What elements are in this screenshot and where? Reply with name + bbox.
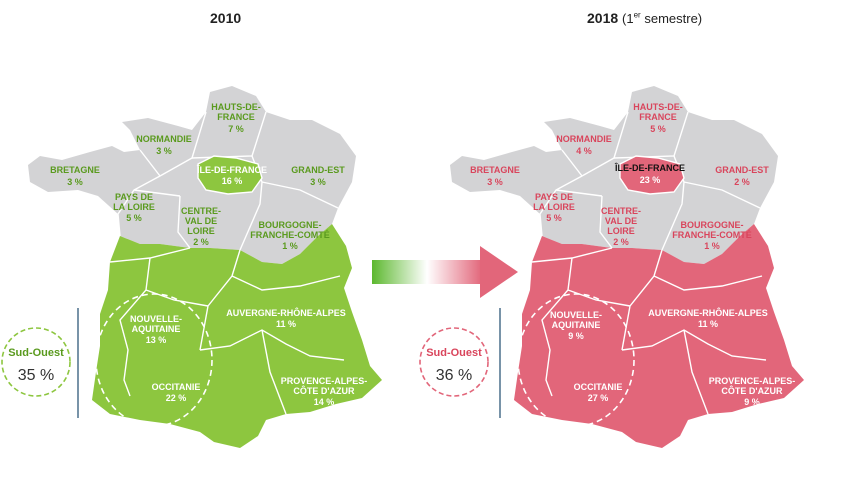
sud-ouest-value: 35 % (18, 367, 54, 384)
label-occ: OCCITANIE (152, 382, 201, 392)
label-bretagne: BRETAGNE (470, 165, 520, 175)
value-ara: 11 % (698, 319, 718, 329)
title-suffix: (1er semestre) (622, 10, 703, 26)
value-na: 13 % (146, 335, 167, 345)
value-occ: 27 % (588, 393, 609, 403)
sud-ouest-circle (1, 327, 71, 397)
label-paca-2: CÔTE D'AZUR (721, 385, 783, 396)
sud-ouest-callout-2018: Sud-Ouest 36 % (419, 308, 501, 418)
label-bretagne: BRETAGNE (50, 165, 100, 175)
label-hdf-2: FRANCE (639, 112, 677, 122)
label-bfc-2: FRANCHE-COMTÉ (672, 230, 752, 240)
value-bfc: 1 % (704, 241, 720, 251)
sud-ouest-value: 36 % (436, 367, 472, 384)
value-bfc: 1 % (282, 241, 298, 251)
label-normandie: NORMANDIE (136, 134, 192, 144)
value-normandie: 3 % (156, 146, 172, 156)
label-cvl-1: CENTRE- (181, 206, 221, 216)
sud-ouest-dashed-circle (517, 293, 635, 427)
map-2018: HAUTS-DE- FRANCE 5 % NORMANDIE 4 % BRETA… (450, 86, 804, 448)
value-pdl: 5 % (546, 213, 562, 223)
label-cvl-2: VAL DE (605, 216, 637, 226)
label-normandie: NORMANDIE (556, 134, 612, 144)
label-na-1: NOUVELLE- (550, 310, 602, 320)
label-hdf-1: HAUTS-DE- (211, 102, 261, 112)
value-normandie: 4 % (576, 146, 592, 156)
title-year: 2018 (587, 10, 619, 26)
label-pdl-2: LA LOIRE (533, 202, 575, 212)
value-occ: 22 % (166, 393, 187, 403)
label-pdl-2: LA LOIRE (113, 202, 155, 212)
sud-ouest-circle (419, 327, 489, 397)
label-hdf-2: FRANCE (217, 112, 255, 122)
sud-ouest-dashed-circle (95, 293, 213, 427)
value-idf: 16 % (222, 176, 243, 186)
map-title-2010: 2010 (210, 10, 241, 26)
label-cvl-2: VAL DE (185, 216, 217, 226)
idf-region (619, 155, 685, 195)
label-occ: OCCITANIE (574, 382, 623, 392)
value-hdf: 7 % (228, 124, 244, 134)
label-grandest: GRAND-EST (291, 165, 345, 175)
label-na-2: AQUITAINE (132, 324, 181, 334)
label-paca-2: CÔTE D'AZUR (293, 385, 355, 396)
value-hdf: 5 % (650, 124, 666, 134)
label-cvl-3: LOIRE (607, 226, 635, 236)
value-paca: 14 % (314, 397, 335, 407)
sud-ouest-label: Sud-Ouest (426, 347, 482, 359)
label-paca-1: PROVENCE-ALPES- (281, 376, 368, 386)
label-hdf-1: HAUTS-DE- (633, 102, 683, 112)
region-borders (531, 111, 767, 415)
map-title-2018: 2018 (1er semestre) (587, 10, 702, 26)
sud-ouest-callout-2010: Sud-Ouest 35 % (1, 308, 79, 418)
value-pdl: 5 % (126, 213, 142, 223)
value-na: 9 % (568, 331, 584, 341)
label-idf: ÎLE-DE-FRANCE (614, 162, 685, 173)
value-cvl: 2 % (193, 237, 209, 247)
label-bfc-2: FRANCHE-COMTÉ (250, 230, 330, 240)
value-idf: 23 % (640, 175, 661, 185)
label-cvl-1: CENTRE- (601, 206, 641, 216)
label-ara: AUVERGNE-RHÔNE-ALPES (226, 307, 346, 318)
label-grandest: GRAND-EST (715, 165, 769, 175)
label-ara: AUVERGNE-RHÔNE-ALPES (648, 307, 768, 318)
value-cvl: 2 % (613, 237, 629, 247)
value-ara: 11 % (276, 319, 296, 329)
title-year: 2010 (210, 10, 242, 26)
transition-arrow (372, 246, 518, 298)
label-na-1: NOUVELLE- (130, 314, 182, 324)
value-bretagne: 3 % (487, 177, 503, 187)
label-pdl-1: PAYS DE (115, 192, 153, 202)
label-idf: ÎLE-DE-FRANCE (196, 164, 267, 175)
value-bretagne: 3 % (67, 177, 83, 187)
value-paca: 9 % (744, 397, 760, 407)
value-grandest: 3 % (310, 177, 326, 187)
idf-region (197, 155, 263, 195)
sud-ouest-label: Sud-Ouest (8, 347, 64, 359)
label-pdl-1: PAYS DE (535, 192, 573, 202)
label-paca-1: PROVENCE-ALPES- (709, 376, 796, 386)
label-bfc-1: BOURGOGNE- (259, 220, 322, 230)
value-grandest: 2 % (734, 177, 750, 187)
map-2010: HAUTS-DE- FRANCE 7 % NORMANDIE 3 % BRETA… (1, 86, 382, 448)
region-borders (109, 111, 345, 415)
label-bfc-1: BOURGOGNE- (681, 220, 744, 230)
label-na-2: AQUITAINE (552, 320, 601, 330)
label-cvl-3: LOIRE (187, 226, 215, 236)
